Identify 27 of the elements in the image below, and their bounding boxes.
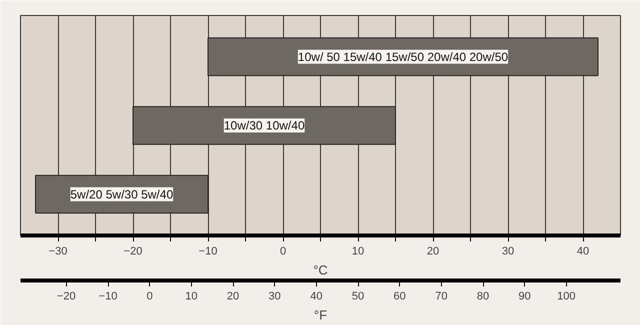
x2-tick-label: 80 (476, 290, 490, 302)
x2-tick-label: 50 (352, 290, 364, 302)
x2-tick-label: 70 (435, 290, 448, 302)
x2-tick-label: −10 (98, 290, 118, 302)
y-tick-label: 10w/30 10w/40 (224, 118, 305, 132)
x-tick-label: −30 (48, 246, 68, 258)
x-tick-label: 0 (280, 246, 286, 258)
x-tick-label: 10 (352, 246, 364, 258)
x2-tick-label: −20 (57, 290, 76, 302)
x2-tick-label: 60 (394, 290, 406, 302)
x2-tick-label: 30 (268, 290, 281, 302)
x2-tick-label: 10 (185, 290, 198, 302)
bar (132, 106, 396, 145)
x-axis-title: °C (313, 262, 328, 278)
x-tick-label: 30 (502, 246, 514, 258)
x2-tick-label: 90 (518, 290, 531, 302)
x-tick-label: 40 (576, 246, 590, 258)
y-tick-label: 5w/20 5w/30 5w/40 (70, 187, 174, 202)
x2-tick-label: 100 (557, 290, 576, 302)
x-tick-label: −20 (124, 246, 142, 258)
x2-tick-label: 0 (146, 290, 153, 302)
x-tick-label: −10 (198, 246, 218, 258)
x-tick-label: 20 (426, 246, 440, 258)
y-tick-label: 10w/ 50 15w/40 15w/50 20w/40 20w/50 (298, 50, 508, 64)
x2-axis-title: °F (314, 308, 328, 322)
x2-tick-label: 40 (310, 290, 322, 302)
x2-tick-label: 20 (226, 290, 240, 302)
